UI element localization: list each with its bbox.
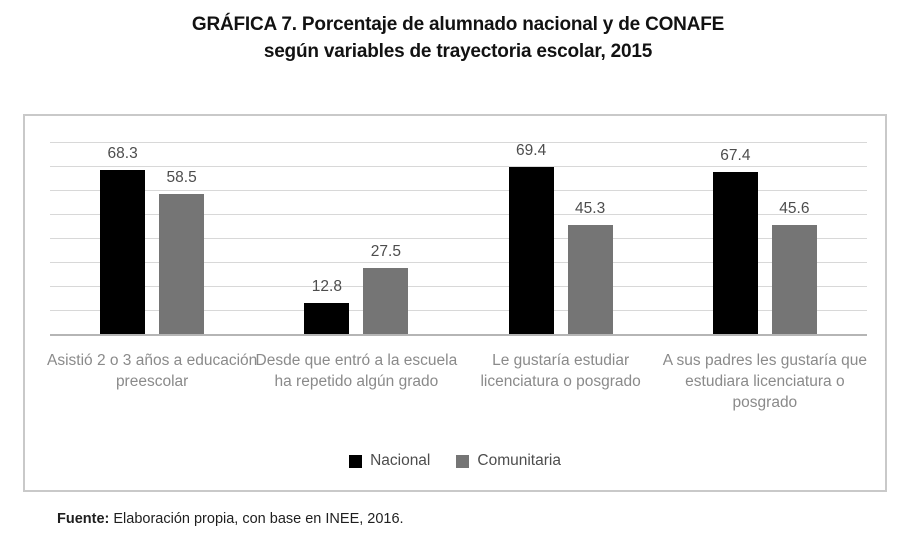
chart-title: GRÁFICA 7. Porcentaje de alumnado nacion…: [0, 11, 916, 65]
source-note: Fuente: Elaboración propia, con base en …: [57, 511, 404, 527]
category-label: Asistió 2 o 3 años a educación preescola…: [47, 352, 258, 390]
source-label: Fuente:: [57, 511, 110, 527]
legend-item-comunitaria: Comunitaria: [456, 452, 561, 470]
category-label: Le gustaría estudiar licenciatura o posg…: [480, 352, 641, 390]
value-label: 12.8: [311, 278, 342, 296]
gridline: [50, 214, 867, 215]
bar-nacional: [304, 303, 350, 334]
value-label: 68.3: [107, 145, 138, 163]
gridline: [50, 238, 867, 239]
chart-title-line1: GRÁFICA 7. Porcentaje de alumnado nacion…: [191, 14, 725, 35]
bar-comunitaria: [567, 225, 613, 334]
legend-label: Nacional: [370, 452, 431, 469]
gridline: [50, 190, 867, 191]
bar-nacional: [100, 170, 146, 334]
category-label: Desde que entró a la escuela ha repetido…: [255, 352, 458, 390]
legend-swatch-icon: [349, 454, 363, 468]
gridline: [50, 262, 867, 263]
value-label: 45.6: [779, 199, 810, 217]
bar-nacional: [508, 167, 554, 334]
chart-title-line2: según variables de trayectoria escolar, …: [263, 41, 653, 62]
value-label: 69.4: [516, 142, 547, 160]
bar-nacional: [712, 172, 758, 334]
gridline: [50, 286, 867, 287]
source-text: Elaboración propia, con base en INEE, 20…: [109, 511, 404, 527]
bar-comunitaria: [771, 224, 817, 334]
gridline: [50, 310, 867, 311]
legend: Nacional Comunitaria: [25, 452, 885, 470]
value-label: 27.5: [370, 243, 401, 260]
bar-comunitaria: [363, 268, 409, 334]
value-label: 58.5: [166, 168, 197, 186]
chart-frame: 68.3 58.5 Asistió 2 o 3 años a educación p…: [23, 114, 887, 492]
legend-item-nacional: Nacional: [349, 452, 430, 470]
legend-label: Comunitaria: [477, 452, 561, 469]
bar-comunitaria: [159, 193, 205, 334]
x-axis-line: [50, 334, 867, 336]
gridline: [50, 166, 867, 167]
gridline: [50, 142, 867, 143]
legend-swatch-icon: [456, 454, 470, 468]
value-label: 67.4: [720, 147, 751, 165]
plot-area: 68.3 58.5 Asistió 2 o 3 años a educación p…: [25, 116, 885, 490]
category-label: A sus padres les gustaría que estudiara …: [662, 352, 867, 411]
value-label: 45.3: [575, 200, 606, 218]
